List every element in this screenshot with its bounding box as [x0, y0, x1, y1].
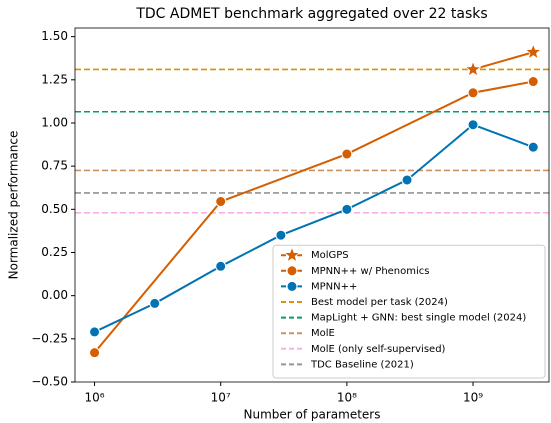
x-tick-label: 10⁸	[337, 391, 357, 405]
y-tick-label: 0.25	[41, 245, 68, 259]
legend-marker	[283, 246, 301, 263]
data-point	[527, 141, 539, 153]
data-point	[275, 229, 287, 241]
y-tick-label: 1.50	[41, 29, 68, 43]
data-point	[341, 203, 353, 215]
y-tick-label: 1.00	[41, 115, 68, 129]
series-line	[94, 123, 534, 333]
legend-label: MapLight + GNN: best single model (2024)	[311, 313, 526, 324]
data-point	[527, 76, 539, 88]
series-line	[472, 51, 534, 71]
y-tick-label: 1.25	[41, 72, 68, 86]
data-point	[89, 326, 101, 338]
y-tick-label: −0.25	[31, 331, 68, 345]
data-point	[401, 174, 413, 186]
plot-frame	[74, 27, 550, 383]
legend-label: MPNN++ w/ Phenomics	[311, 266, 430, 277]
data-point	[89, 347, 101, 359]
data-point	[215, 260, 227, 272]
legend-box	[272, 244, 546, 379]
y-tick-label: 0.00	[41, 288, 68, 302]
legend-label: MPNN++	[311, 281, 357, 292]
y-tick-label: −0.50	[31, 375, 68, 389]
data-point	[467, 119, 479, 131]
data-point	[464, 60, 482, 77]
legend-label: TDC Baseline (2021)	[310, 359, 414, 370]
legend-marker	[286, 265, 298, 277]
data-point	[215, 196, 227, 208]
legend-marker	[286, 280, 298, 292]
data-point	[524, 43, 542, 60]
x-tick-label: 10⁶	[84, 391, 104, 405]
legend-label: MolE (only self-supervised)	[311, 344, 446, 355]
y-tick-label: 0.50	[41, 202, 68, 216]
legend-label: MolGPS	[311, 250, 349, 261]
y-axis-label: Normalized performance	[7, 131, 21, 280]
legend: MolGPS MPNN++ w/ Phenomics MPNN++ Best mode…	[272, 244, 546, 379]
legend-label: MolE	[311, 328, 335, 339]
legend-label: Best model per task (2024)	[311, 297, 448, 308]
x-tick-label: 10⁹	[463, 391, 483, 405]
data-point	[341, 148, 353, 160]
data-point	[149, 297, 161, 309]
data-point	[467, 87, 479, 99]
x-tick-label: 10⁷	[211, 391, 231, 405]
x-axis-label: Number of parameters	[243, 408, 380, 422]
y-tick-label: 0.75	[41, 159, 68, 173]
chart-title: TDC ADMET benchmark aggregated over 22 t…	[135, 6, 487, 22]
